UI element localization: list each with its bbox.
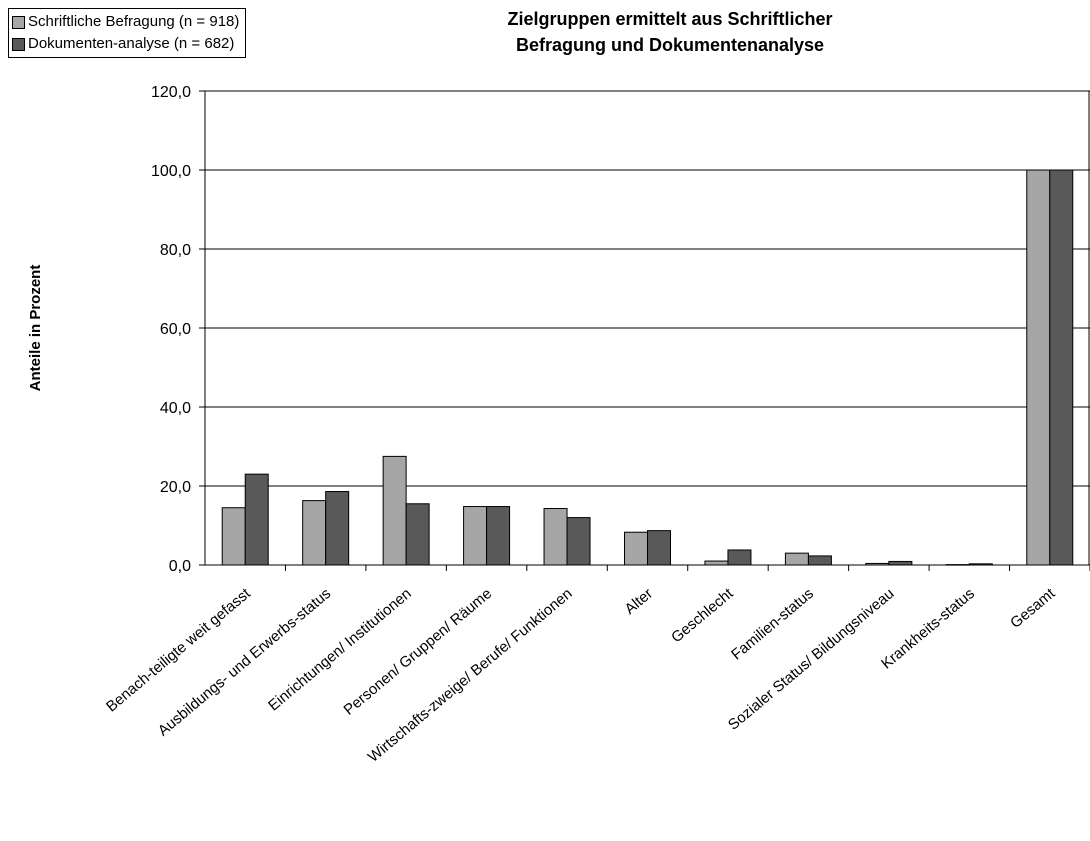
x-tick-label: Ausbildungs- und Erwerbs-status — [155, 585, 335, 740]
bar-schriftliche-befragung — [624, 531, 648, 566]
bar-schriftliche-befragung — [865, 562, 890, 566]
bar-schriftliche-befragung — [543, 508, 568, 566]
bar-dokumentenanalyse — [647, 530, 671, 566]
bar-schriftliche-befragung — [704, 560, 729, 566]
bar-dokumentenanalyse — [244, 473, 269, 566]
legend-label-schriftliche-befragung: Schriftliche Befragung (n = 918) — [28, 13, 240, 30]
x-tick-label: Geschlecht — [668, 585, 737, 647]
bar-schriftliche-befragung — [302, 500, 327, 566]
bar-dokumentenanalyse — [727, 549, 752, 566]
x-tick-label: Personen/ Gruppen/ Räume — [341, 585, 496, 719]
bar-schriftliche-befragung — [784, 552, 809, 566]
x-tick-label: Sozialer Status/ Bildungsniveau — [725, 585, 898, 734]
bar-dokumentenanalyse — [486, 506, 511, 566]
legend-item-schriftliche-befragung: Schriftliche Befragung (n = 918) — [12, 11, 239, 33]
y-axis-title: Anteile in Prozent — [27, 265, 44, 392]
y-tick-label: 120,0 — [151, 84, 191, 101]
bar-dokumentenanalyse — [807, 555, 832, 566]
chart-title-line-2: Befragung und Dokumentenanalyse — [515, 35, 825, 55]
bar-schriftliche-befragung — [945, 564, 970, 566]
legend-swatch-schriftliche-befragung — [12, 15, 25, 29]
y-tick-label: 40,0 — [160, 400, 191, 417]
legend-item-dokumentenanalyse: Dokumenten-analyse (n = 682) — [12, 33, 239, 55]
x-tick-label: Alter — [622, 585, 657, 618]
x-tick-label: Benach-teiligte weit gefasst — [103, 585, 254, 716]
bar-schriftliche-befragung — [382, 455, 407, 566]
chart-title-line-1: Zielgruppen ermittelt aus Schriftlicher — [507, 9, 833, 29]
legend-swatch-dokumentenanalyse — [12, 37, 25, 51]
y-tick-label: 80,0 — [160, 242, 191, 259]
bar-dokumentenanalyse — [325, 491, 350, 566]
bar-dokumentenanalyse — [405, 503, 430, 566]
x-tick-label: Einrichtungen/ Institutionen — [265, 585, 415, 714]
y-tick-label: 60,0 — [160, 321, 191, 338]
legend-label-dokumentenanalyse: Dokumenten-analyse (n = 682) — [28, 35, 235, 52]
chart-title: Zielgruppen ermittelt aus Schriftlicher … — [420, 6, 920, 58]
legend: Schriftliche Befragung (n = 918) Dokumen… — [8, 8, 247, 58]
bar-schriftliche-befragung — [1026, 169, 1051, 566]
x-tick-label: Familien-status — [728, 585, 817, 663]
bar-dokumentenanalyse — [1049, 169, 1074, 566]
bar-schriftliche-befragung — [463, 506, 488, 566]
bar-dokumentenanalyse — [566, 517, 591, 566]
bar-dokumentenanalyse — [888, 560, 913, 566]
bar-schriftliche-befragung — [221, 507, 246, 566]
x-tick-label: Gesamt — [1007, 585, 1059, 632]
bar-dokumentenanalyse — [968, 563, 993, 566]
y-tick-label: 20,0 — [160, 479, 191, 496]
y-tick-label: 100,0 — [151, 163, 191, 180]
y-tick-label: 0,0 — [169, 558, 191, 575]
